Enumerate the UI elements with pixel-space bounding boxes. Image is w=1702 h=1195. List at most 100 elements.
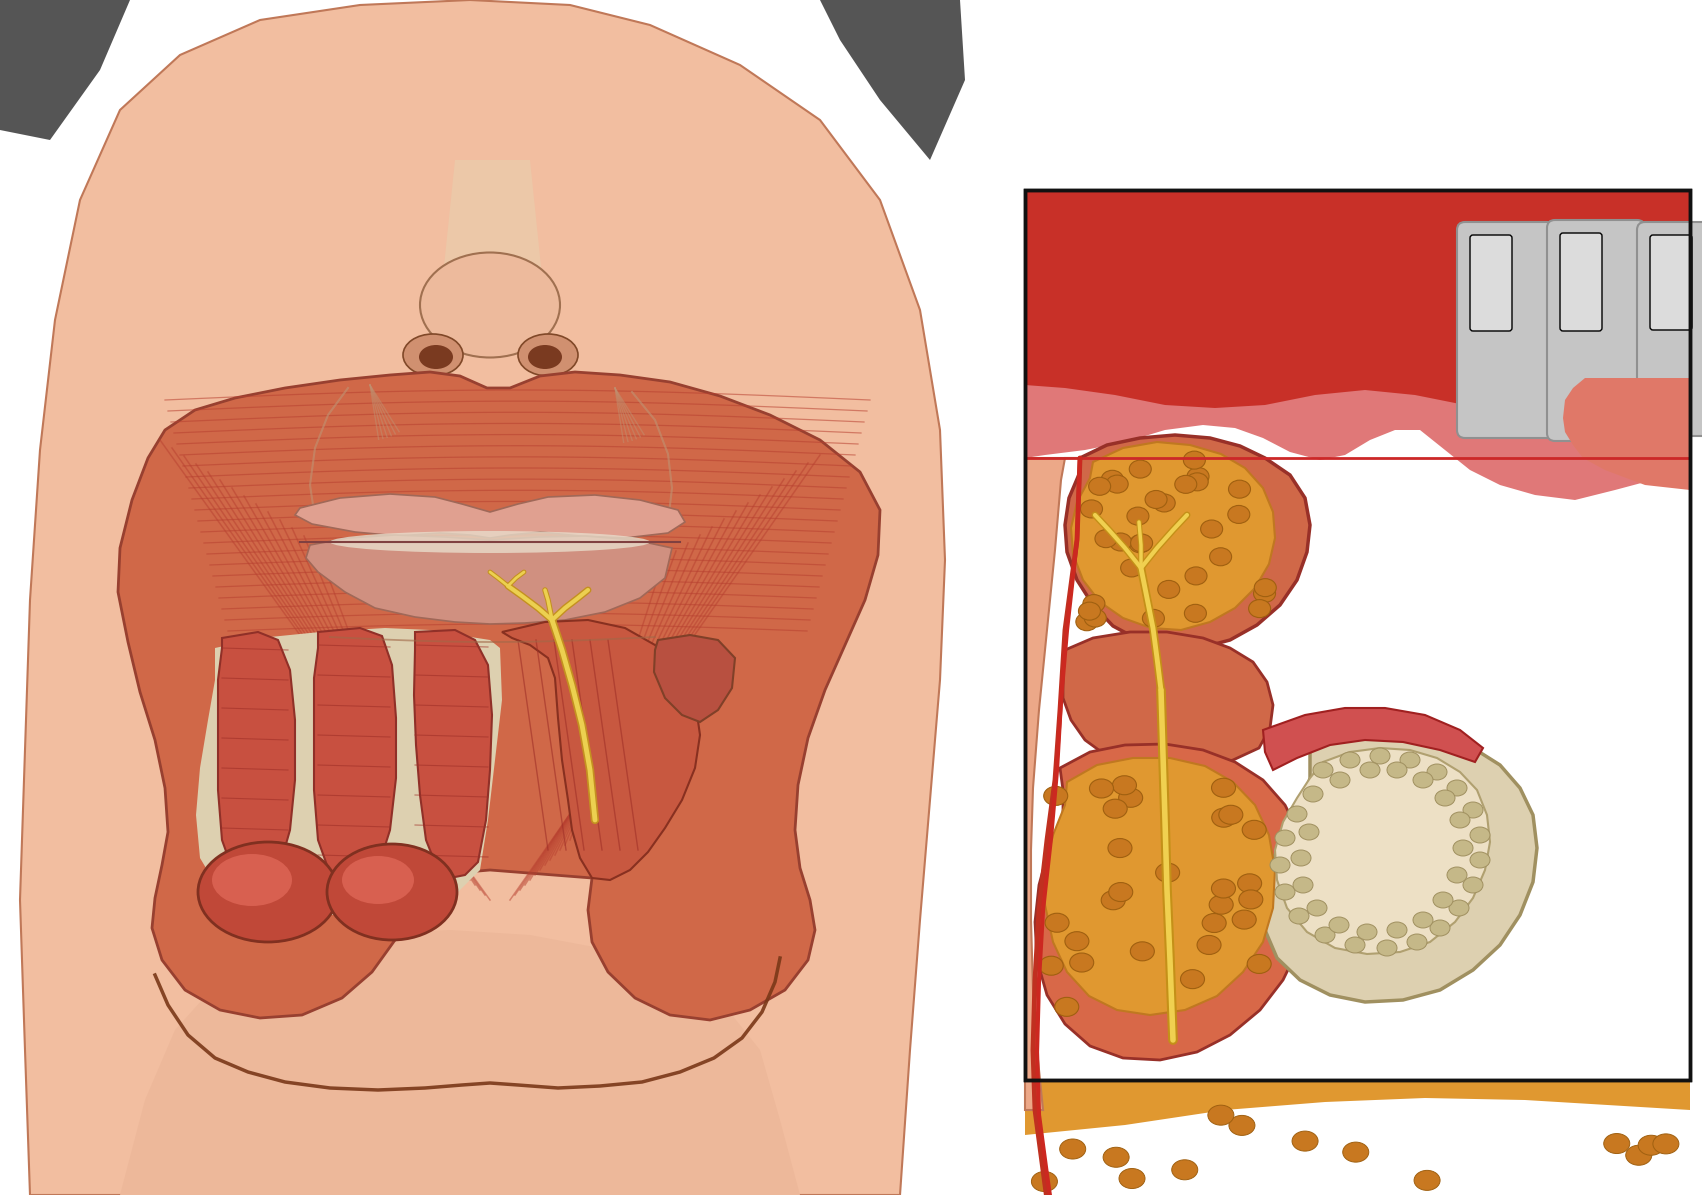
Polygon shape <box>441 160 545 305</box>
Polygon shape <box>1071 442 1275 630</box>
Ellipse shape <box>1200 520 1222 538</box>
Ellipse shape <box>1237 874 1261 893</box>
Ellipse shape <box>197 842 339 942</box>
Ellipse shape <box>1435 790 1455 805</box>
Ellipse shape <box>1219 805 1242 825</box>
Ellipse shape <box>1239 890 1263 909</box>
Polygon shape <box>196 629 502 915</box>
Polygon shape <box>1275 748 1489 954</box>
Ellipse shape <box>1275 884 1295 900</box>
Ellipse shape <box>1304 786 1322 802</box>
Polygon shape <box>313 629 397 882</box>
Ellipse shape <box>1254 584 1275 602</box>
Polygon shape <box>1035 744 1307 1060</box>
Ellipse shape <box>1040 956 1064 975</box>
Ellipse shape <box>1430 920 1450 936</box>
Ellipse shape <box>327 844 458 940</box>
Ellipse shape <box>1118 789 1142 808</box>
Bar <box>1025 190 1690 1080</box>
Ellipse shape <box>1185 605 1207 623</box>
Ellipse shape <box>1387 923 1408 938</box>
Ellipse shape <box>1360 762 1380 778</box>
FancyBboxPatch shape <box>1457 222 1556 439</box>
Ellipse shape <box>1071 954 1094 972</box>
Ellipse shape <box>1154 494 1174 511</box>
Ellipse shape <box>1031 1171 1057 1191</box>
Ellipse shape <box>1377 940 1397 956</box>
Ellipse shape <box>1197 936 1220 955</box>
Ellipse shape <box>1414 1170 1440 1190</box>
Ellipse shape <box>1108 883 1134 901</box>
Ellipse shape <box>1471 827 1489 842</box>
Ellipse shape <box>1229 480 1251 498</box>
Ellipse shape <box>1079 602 1101 620</box>
Ellipse shape <box>1370 748 1391 764</box>
Polygon shape <box>294 494 684 538</box>
Ellipse shape <box>1120 559 1142 577</box>
Ellipse shape <box>1329 917 1350 933</box>
Ellipse shape <box>1232 911 1256 929</box>
Polygon shape <box>117 372 880 1021</box>
FancyBboxPatch shape <box>1649 235 1692 330</box>
Polygon shape <box>20 0 945 1195</box>
FancyBboxPatch shape <box>1547 220 1646 441</box>
Ellipse shape <box>1208 1105 1234 1126</box>
Ellipse shape <box>1426 764 1447 780</box>
Ellipse shape <box>1156 863 1179 882</box>
Ellipse shape <box>1212 808 1236 827</box>
Ellipse shape <box>1242 820 1266 839</box>
Polygon shape <box>1025 190 1690 410</box>
Ellipse shape <box>1292 1132 1317 1151</box>
Ellipse shape <box>1210 547 1232 565</box>
Ellipse shape <box>419 345 453 369</box>
Ellipse shape <box>1312 762 1333 778</box>
FancyBboxPatch shape <box>1471 235 1511 331</box>
Polygon shape <box>121 930 800 1195</box>
Polygon shape <box>306 535 672 624</box>
Ellipse shape <box>1287 805 1307 822</box>
Polygon shape <box>820 0 965 160</box>
Ellipse shape <box>1043 786 1067 805</box>
Polygon shape <box>1263 707 1482 770</box>
Ellipse shape <box>1045 913 1069 932</box>
Ellipse shape <box>342 856 414 903</box>
Ellipse shape <box>1208 895 1234 914</box>
Ellipse shape <box>1270 857 1290 874</box>
Ellipse shape <box>1060 1139 1086 1159</box>
Polygon shape <box>1025 458 1081 1110</box>
Polygon shape <box>1045 758 1275 1015</box>
Ellipse shape <box>1108 839 1132 858</box>
Ellipse shape <box>1157 581 1179 599</box>
Ellipse shape <box>1202 913 1225 932</box>
Ellipse shape <box>1130 942 1154 961</box>
Ellipse shape <box>1127 507 1149 525</box>
Polygon shape <box>0 0 129 140</box>
Polygon shape <box>1562 190 1690 490</box>
Ellipse shape <box>1433 891 1454 908</box>
Ellipse shape <box>1249 600 1271 618</box>
Ellipse shape <box>1450 811 1471 828</box>
Ellipse shape <box>1343 1142 1368 1162</box>
Polygon shape <box>1025 1080 1690 1135</box>
Ellipse shape <box>1101 471 1123 489</box>
Ellipse shape <box>1345 937 1365 952</box>
Ellipse shape <box>1081 500 1103 517</box>
Ellipse shape <box>1464 877 1482 893</box>
Ellipse shape <box>1387 762 1408 778</box>
Ellipse shape <box>1227 505 1249 523</box>
Ellipse shape <box>1229 1115 1254 1135</box>
Ellipse shape <box>1413 912 1433 929</box>
Ellipse shape <box>1174 476 1197 494</box>
Ellipse shape <box>1142 609 1164 627</box>
Polygon shape <box>1263 733 1537 1001</box>
Ellipse shape <box>1408 934 1426 950</box>
Ellipse shape <box>1181 969 1205 988</box>
Ellipse shape <box>1413 772 1433 788</box>
Polygon shape <box>502 620 700 880</box>
Ellipse shape <box>213 854 293 906</box>
Ellipse shape <box>1447 780 1467 796</box>
Ellipse shape <box>1299 825 1319 840</box>
Polygon shape <box>414 630 492 878</box>
Polygon shape <box>654 635 735 722</box>
Ellipse shape <box>1106 476 1128 494</box>
